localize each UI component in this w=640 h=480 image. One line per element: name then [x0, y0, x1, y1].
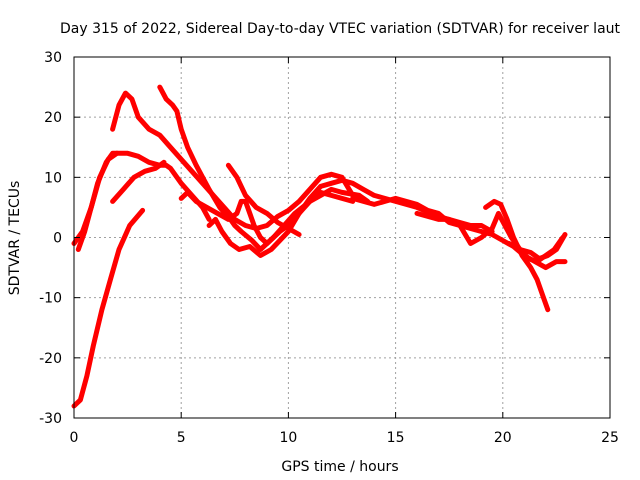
series-line-arc-1 — [71, 207, 146, 409]
series-line-arc-9 — [225, 162, 302, 237]
x-axis-label: GPS time / hours — [281, 459, 398, 475]
x-tick-label: 0 — [70, 430, 79, 446]
grid-lines — [74, 57, 610, 418]
chart-title: Day 315 of 2022, Sidereal Day-to-day VTE… — [60, 21, 621, 37]
x-tick-label: 20 — [494, 430, 512, 446]
y-tick-label: 10 — [44, 170, 62, 186]
x-tick-label: 25 — [601, 430, 619, 446]
series-line-arc-3 — [110, 159, 167, 204]
series-line-arc-13 — [506, 232, 568, 262]
y-tick-label: -20 — [39, 351, 62, 367]
y-axis-label: SDTVAR / TECUs — [7, 181, 23, 296]
x-tick-label: 5 — [177, 430, 186, 446]
axes: 0 5 10 15 20 25 -30 -20 -10 0 10 20 30 — [39, 50, 619, 446]
data-series — [71, 84, 568, 409]
x-tick-label: 15 — [387, 430, 405, 446]
series-line-arc-5 — [110, 90, 356, 231]
y-tick-label: -30 — [39, 411, 62, 427]
y-tick-label: -10 — [39, 291, 62, 307]
y-tick-label: 20 — [44, 110, 62, 126]
series-line-arc-7 — [178, 189, 356, 246]
y-tick-label: 0 — [53, 231, 62, 247]
y-tick-label: 30 — [44, 50, 62, 66]
x-tick-label: 10 — [279, 430, 297, 446]
series-line-arc-4 — [75, 150, 120, 252]
